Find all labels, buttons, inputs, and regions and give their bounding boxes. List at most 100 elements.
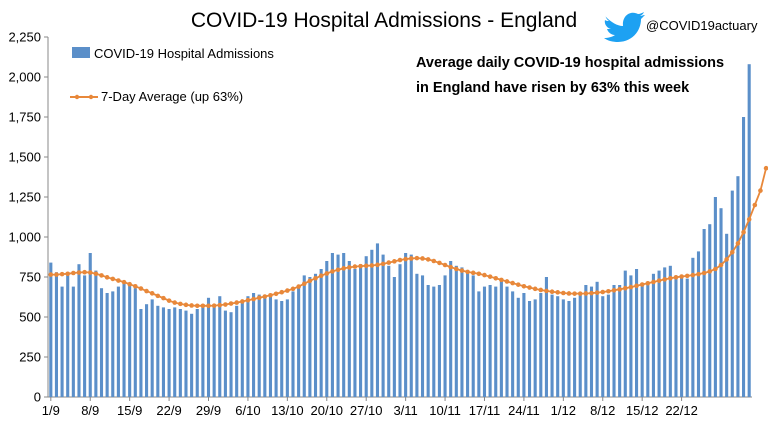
bar bbox=[235, 305, 239, 397]
average-point bbox=[476, 271, 482, 277]
bar bbox=[415, 273, 419, 397]
average-point bbox=[189, 303, 194, 308]
average-point bbox=[561, 290, 566, 296]
average-point bbox=[437, 260, 442, 266]
bar bbox=[145, 304, 149, 397]
x-tick-label: 10/11 bbox=[429, 403, 461, 418]
x-tick-label: 17/11 bbox=[469, 403, 501, 418]
x-tick-label: 24/11 bbox=[508, 403, 540, 418]
bar bbox=[342, 253, 346, 397]
average-point bbox=[324, 271, 330, 276]
bar bbox=[319, 269, 323, 397]
average-point bbox=[104, 275, 110, 280]
bar bbox=[691, 257, 695, 397]
bar bbox=[680, 277, 684, 397]
average-point bbox=[262, 294, 268, 299]
average-point bbox=[132, 283, 138, 289]
average-point bbox=[352, 264, 358, 269]
bar bbox=[719, 208, 723, 397]
y-tick-label: 2,000 bbox=[8, 70, 41, 85]
average-point bbox=[651, 279, 656, 285]
average-point bbox=[99, 273, 104, 278]
legend-bar-label: COVID-19 Hospital Admissions bbox=[94, 46, 274, 61]
bar bbox=[573, 297, 577, 397]
bar bbox=[454, 265, 458, 397]
bar bbox=[347, 261, 351, 397]
bar bbox=[640, 285, 644, 397]
bar bbox=[150, 299, 154, 397]
average-point bbox=[527, 285, 532, 290]
average-point bbox=[172, 300, 178, 305]
bar bbox=[544, 277, 548, 397]
bar bbox=[54, 272, 58, 397]
bar bbox=[629, 275, 633, 397]
average-point bbox=[594, 290, 600, 295]
bar bbox=[206, 297, 211, 397]
axes: 0 250 500 750 1,000 1,250 1,500 1,750 2,000 2,250… bbox=[8, 30, 752, 418]
average-point bbox=[718, 262, 724, 268]
average-point bbox=[600, 289, 606, 295]
average-point bbox=[741, 229, 746, 235]
average-point bbox=[589, 290, 594, 296]
x-tick-label: 1/9 bbox=[42, 403, 60, 418]
bar bbox=[291, 291, 295, 397]
bar bbox=[285, 299, 289, 397]
average-point bbox=[459, 268, 465, 273]
bar bbox=[195, 309, 199, 397]
bar bbox=[99, 288, 104, 397]
bar bbox=[651, 273, 655, 397]
bar bbox=[128, 285, 132, 397]
average-point bbox=[116, 278, 121, 283]
bar bbox=[404, 253, 408, 397]
average-point bbox=[155, 293, 161, 299]
average-point bbox=[245, 297, 251, 303]
average-point bbox=[285, 288, 290, 293]
y-tick-label: 750 bbox=[19, 270, 41, 285]
bar bbox=[522, 293, 526, 397]
x-tick-label: 6/10 bbox=[235, 403, 260, 418]
average-point bbox=[684, 273, 690, 279]
average-point bbox=[470, 270, 476, 276]
bar bbox=[122, 283, 126, 397]
bar bbox=[685, 278, 689, 397]
y-tick-label: 2,250 bbox=[8, 30, 41, 45]
bar bbox=[201, 304, 205, 397]
average-point bbox=[397, 257, 403, 263]
average-point bbox=[662, 277, 668, 282]
average-point bbox=[583, 291, 589, 296]
bar bbox=[60, 286, 64, 397]
bar bbox=[161, 307, 166, 397]
average-point bbox=[161, 295, 166, 301]
average-point bbox=[763, 165, 768, 171]
bar bbox=[88, 253, 92, 397]
average-point bbox=[228, 301, 234, 306]
bar bbox=[533, 299, 537, 397]
average-point bbox=[403, 256, 408, 262]
chart-title: COVID-19 Hospital Admissions - England bbox=[191, 9, 577, 32]
average-point bbox=[166, 298, 172, 303]
bar bbox=[359, 264, 363, 397]
average-point bbox=[65, 271, 71, 277]
average-point bbox=[149, 291, 155, 296]
bar bbox=[646, 283, 650, 397]
bar bbox=[747, 64, 751, 397]
bar bbox=[336, 254, 340, 397]
average-point bbox=[634, 283, 639, 289]
average-point bbox=[622, 285, 628, 291]
bar bbox=[252, 293, 256, 397]
average-point bbox=[296, 284, 301, 289]
x-tick-label: 22/12 bbox=[665, 403, 698, 418]
bar bbox=[663, 267, 667, 397]
twitter-icon bbox=[604, 12, 645, 42]
annotation-line-2: in England have risen by 63% this week bbox=[416, 80, 690, 96]
average-point bbox=[499, 277, 504, 283]
average-point bbox=[442, 262, 448, 268]
bar bbox=[556, 296, 560, 397]
average-point bbox=[544, 288, 549, 294]
bar bbox=[612, 285, 616, 397]
average-point bbox=[617, 287, 622, 292]
x-tick-label: 8/12 bbox=[590, 403, 615, 418]
bar bbox=[460, 267, 464, 397]
bar bbox=[426, 285, 430, 397]
average-point bbox=[724, 257, 729, 262]
